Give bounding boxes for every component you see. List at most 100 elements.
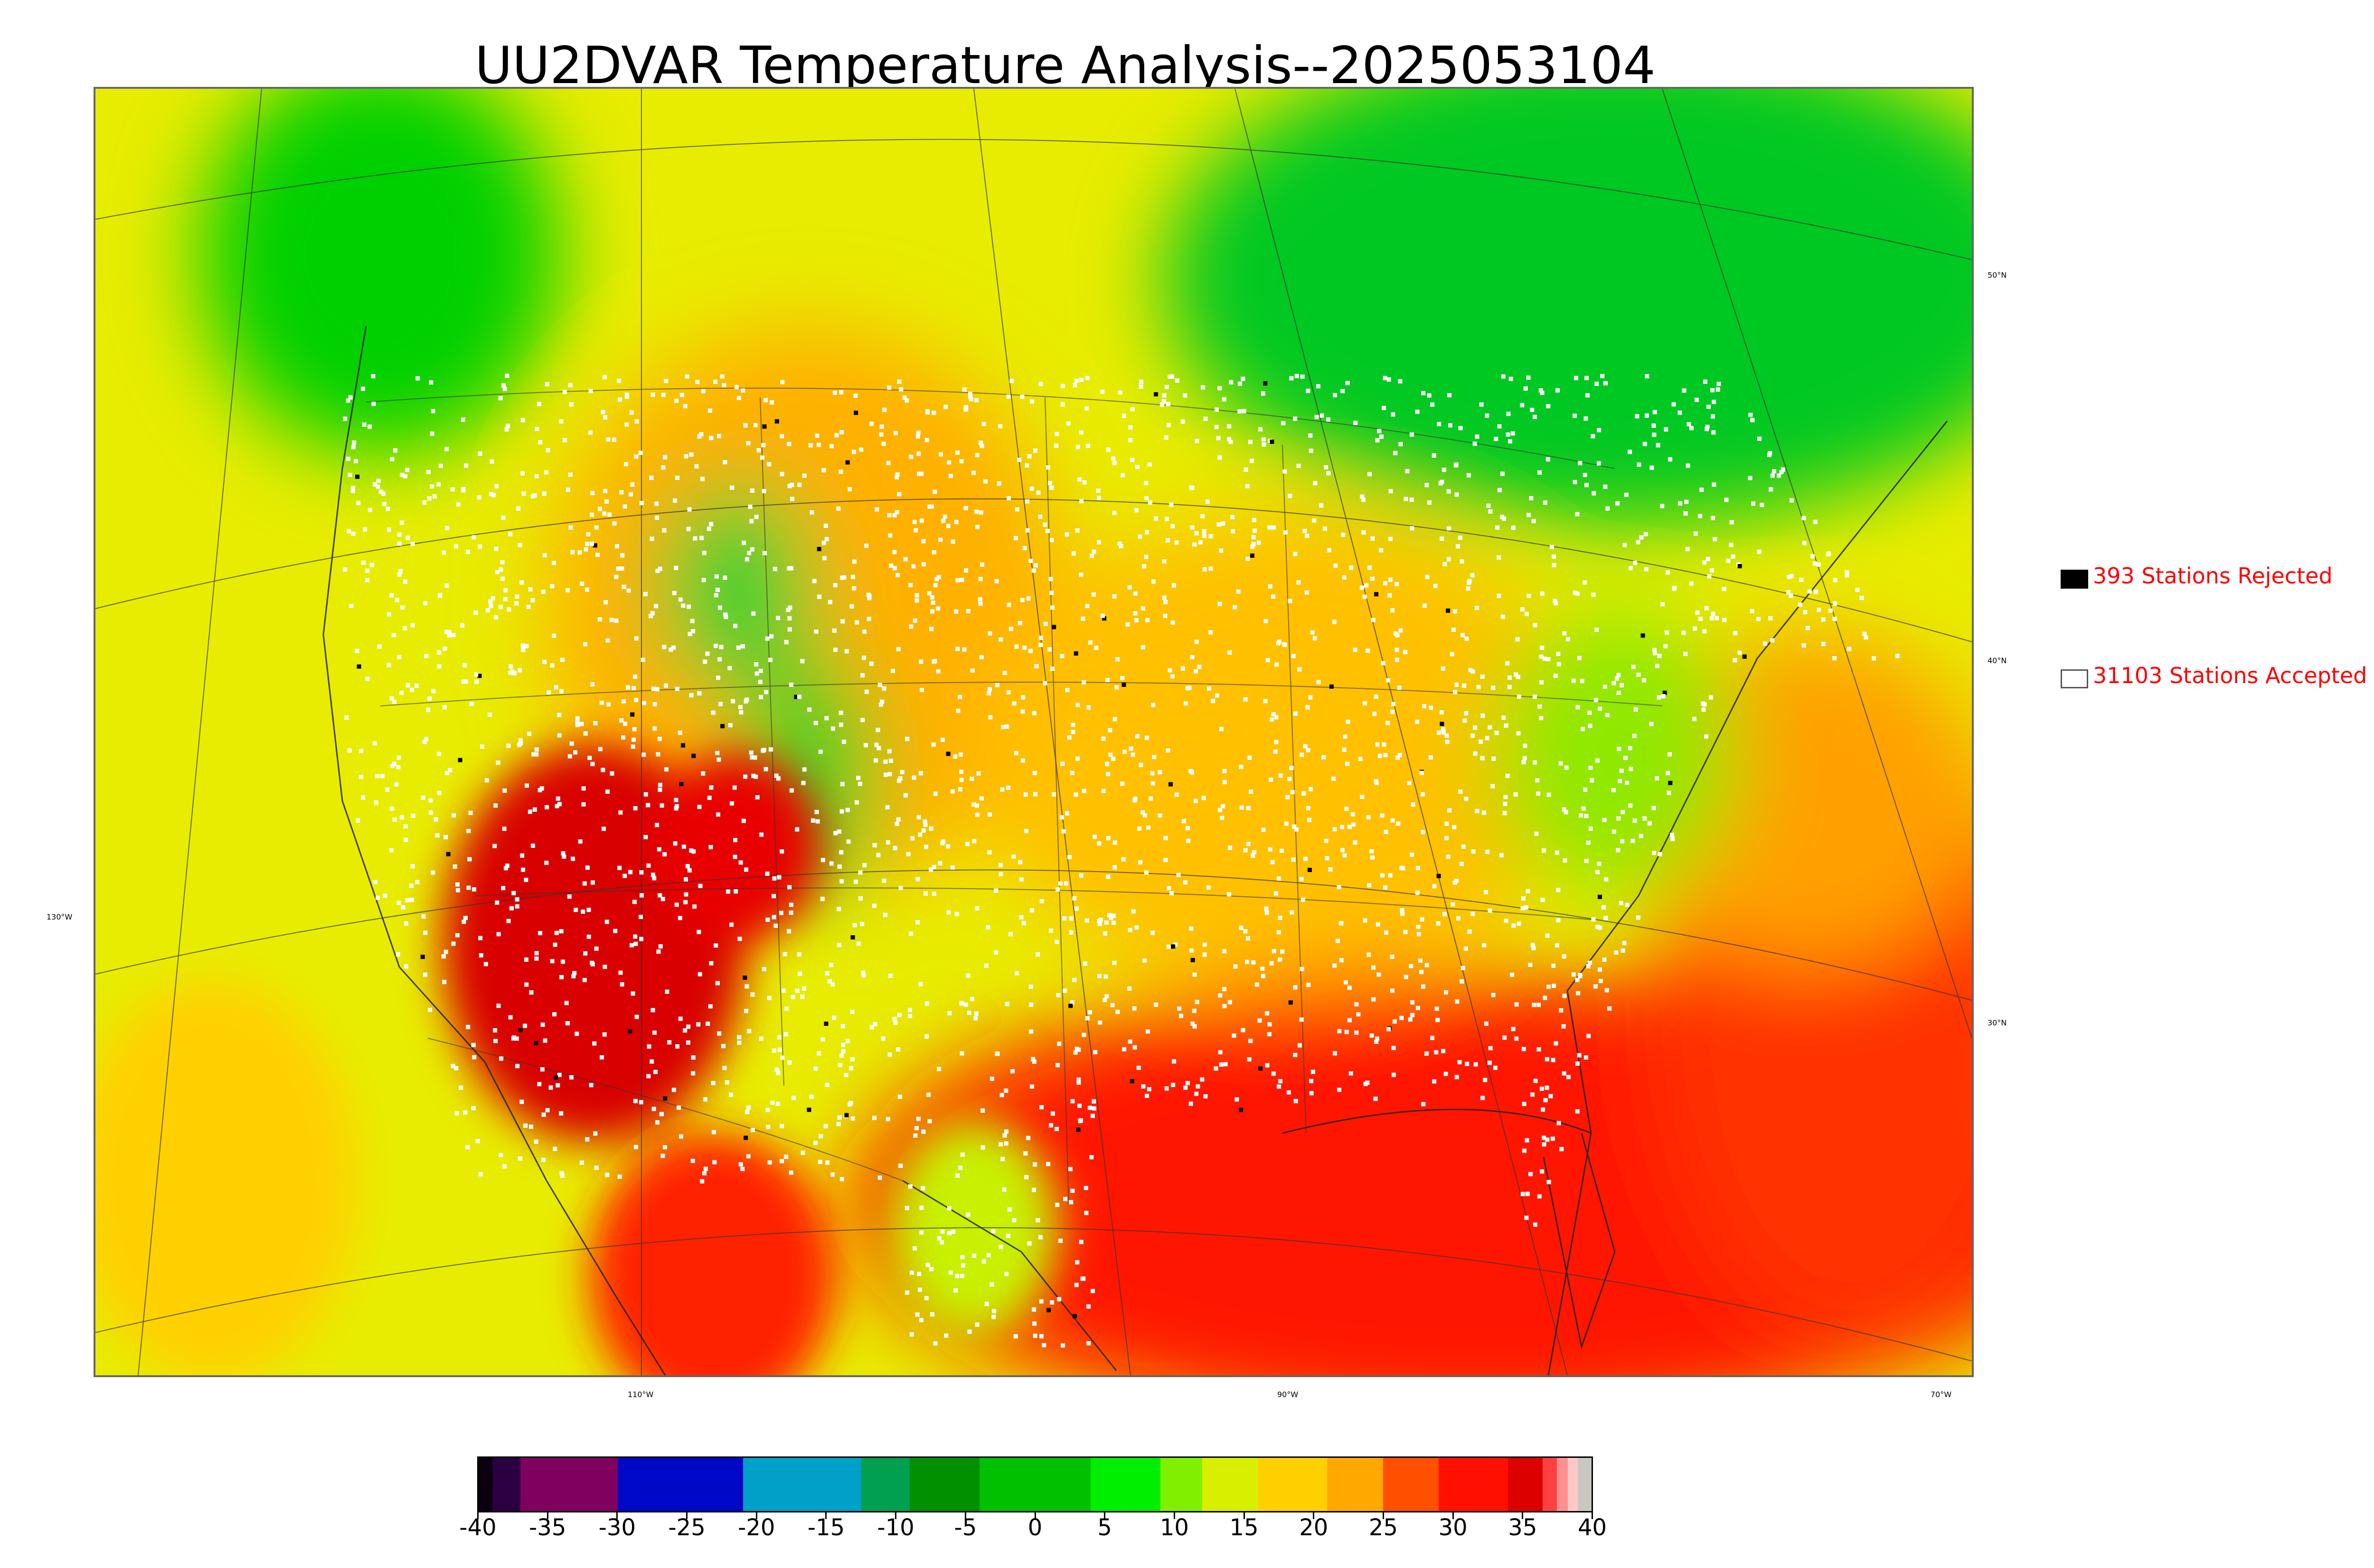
accepted-station-marker [1533,1079,1538,1083]
accepted-station-marker [442,550,446,555]
accepted-station-marker [989,1282,994,1287]
accepted-station-marker [1111,757,1116,761]
accepted-station-marker [1243,929,1248,934]
accepted-station-marker [1611,788,1616,792]
accepted-station-marker [1415,409,1420,414]
accepted-station-marker [1872,656,1876,661]
accepted-station-marker [1645,413,1649,418]
accepted-station-marker [726,889,730,894]
appalachian-mild-region [1491,611,1738,896]
accepted-station-marker [542,659,546,664]
accepted-station-marker [1134,925,1139,930]
accepted-station-marker [1366,952,1371,957]
accepted-station-marker [550,959,555,964]
accepted-station-marker [961,1263,965,1268]
accepted-station-marker [1237,409,1242,414]
accepted-station-marker [1786,590,1790,594]
accepted-station-marker [1390,818,1395,823]
accepted-station-marker [1575,977,1580,982]
rejected-station-marker [534,1041,538,1045]
accepted-station-marker [881,1036,886,1041]
accepted-station-marker [1556,888,1561,892]
accepted-station-marker [1222,987,1227,991]
accepted-station-marker [1229,380,1234,385]
accepted-station-marker [825,971,829,976]
accepted-station-marker [631,991,635,996]
accepted-station-marker [1072,977,1077,982]
accepted-station-marker [1504,919,1508,923]
accepted-station-marker [1125,622,1130,627]
accepted-station-marker [477,495,481,500]
accepted-station-marker [979,441,983,445]
accepted-station-marker [1079,573,1083,577]
accepted-station-marker [570,550,575,554]
accepted-station-marker [1729,520,1734,525]
accepted-station-marker [691,849,696,854]
accepted-station-marker [759,1036,763,1041]
accepted-station-marker [1216,436,1221,441]
accepted-station-marker [617,865,622,870]
accepted-station-marker [1648,821,1652,826]
accepted-station-marker [762,489,766,494]
accepted-station-marker [658,788,662,792]
accepted-station-marker [1524,905,1528,910]
accepted-station-marker [1192,1024,1197,1029]
accepted-station-marker [397,572,402,577]
colorbar-tick [1173,1512,1175,1519]
accepted-station-marker [995,683,999,687]
accepted-station-marker [681,845,686,849]
accepted-station-marker [603,415,608,420]
accepted-station-marker [415,376,420,381]
accepted-station-marker [471,887,476,892]
accepted-station-marker [1208,534,1213,539]
colorbar-tick [477,1512,479,1519]
accepted-station-marker [1278,773,1283,778]
accepted-station-marker [624,394,629,399]
accepted-station-marker [821,541,826,545]
colorbar-tick [616,1512,618,1519]
accepted-station-marker [708,1004,713,1009]
accepted-station-marker [569,1075,574,1080]
accepted-station-marker [590,541,594,546]
accepted-station-marker [1686,422,1691,426]
accepted-station-marker [1398,442,1403,447]
accepted-station-marker [1117,541,1122,546]
accepted-station-marker [721,1044,725,1049]
accepted-station-marker [741,818,746,823]
accepted-station-marker [1154,516,1158,521]
accepted-station-marker [1713,537,1717,542]
accepted-station-marker [498,605,503,610]
accepted-station-marker [1555,388,1560,393]
accepted-station-marker [1168,668,1172,673]
accepted-station-marker [915,1312,920,1317]
accepted-station-marker [1624,492,1629,497]
accepted-station-marker [595,553,600,557]
accepted-station-marker [662,645,667,649]
accepted-station-marker [959,778,964,782]
accepted-station-marker [1316,680,1321,685]
accepted-station-marker [1038,643,1043,647]
accepted-label: 31103 Stations Accepted [2093,663,2367,688]
accepted-station-marker [1014,644,1019,649]
accepted-station-marker [620,553,625,558]
accepted-station-marker [485,608,490,613]
accepted-station-marker [1573,591,1577,595]
accepted-station-marker [1350,812,1355,817]
accepted-station-marker [542,491,546,496]
accepted-station-marker [1061,1343,1065,1348]
accepted-station-marker [933,489,937,494]
accepted-station-marker [1299,877,1304,882]
accepted-station-marker [1032,1321,1037,1326]
accepted-station-marker [908,931,913,936]
accepted-station-marker [529,1125,533,1129]
accepted-station-marker [1388,536,1393,541]
accepted-station-marker [1029,908,1034,913]
accepted-station-marker [1708,695,1713,700]
accepted-station-marker [1475,434,1479,439]
accepted-station-marker [1325,856,1329,861]
accepted-station-marker [1385,721,1390,725]
accepted-station-marker [1088,640,1093,645]
accepted-station-marker [455,882,460,887]
accepted-station-marker [534,1139,538,1144]
accepted-station-marker [1245,959,1249,964]
